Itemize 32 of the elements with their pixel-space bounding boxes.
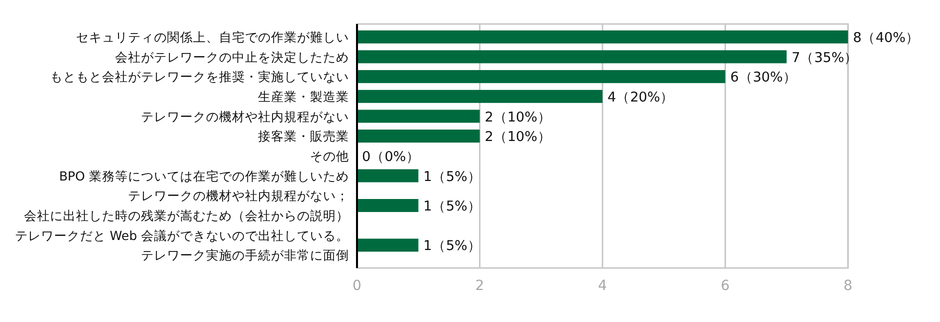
data-label: 2（10%）: [484, 129, 552, 146]
data-label: 7（35%）: [792, 50, 858, 66]
y-tick-label: セキュリティの関係上、自宅での作業が難しい: [76, 29, 349, 44]
bar: [357, 130, 480, 143]
x-tick-label: 4: [598, 278, 608, 294]
bar: [357, 70, 726, 84]
x-tick-label: 6: [720, 278, 730, 294]
x-tick-label: 2: [475, 278, 484, 294]
y-tick-label: その他: [310, 148, 349, 164]
bar: [357, 50, 787, 64]
bar: [357, 169, 418, 182]
y-tick-label: 生産業・製造業: [258, 88, 349, 104]
bar: [357, 30, 848, 44]
y-tick-label: BPO 業務等については在宅での作業が難しいため: [59, 168, 349, 184]
y-tick-label: もともと会社がテレワークを推奨・実施していない: [50, 69, 349, 84]
y-tick-label: テレワークの機材や社内規程がない: [141, 108, 349, 124]
y-tick-label: 会社がテレワークの中止を決定したため: [115, 49, 349, 64]
data-label: 8（40%）: [853, 30, 920, 46]
data-label: 0（0%）: [362, 148, 420, 165]
y-tick-label: 接客業・販売業: [258, 128, 349, 144]
data-label: 1（5%）: [423, 168, 482, 185]
data-label: 4（20%）: [608, 89, 674, 106]
y-tick-label: テレワークの機材や社内規程がない；会社に出社した時の残業が嵩むため（会社からの説明）: [24, 188, 349, 223]
data-label: 1（5%）: [423, 198, 482, 214]
bar: [357, 110, 480, 123]
x-tick-label: 0: [352, 278, 362, 294]
data-label: 2（10%）: [484, 109, 552, 126]
data-label: 6（30%）: [730, 70, 797, 86]
y-tick-label: テレワークだと Web 会議ができないので出社している。テレワーク実施の手続が非常に面倒: [14, 228, 349, 263]
bar: [357, 90, 602, 103]
x-tick-label: 8: [844, 278, 852, 294]
data-label: 1（5%）: [423, 238, 482, 254]
